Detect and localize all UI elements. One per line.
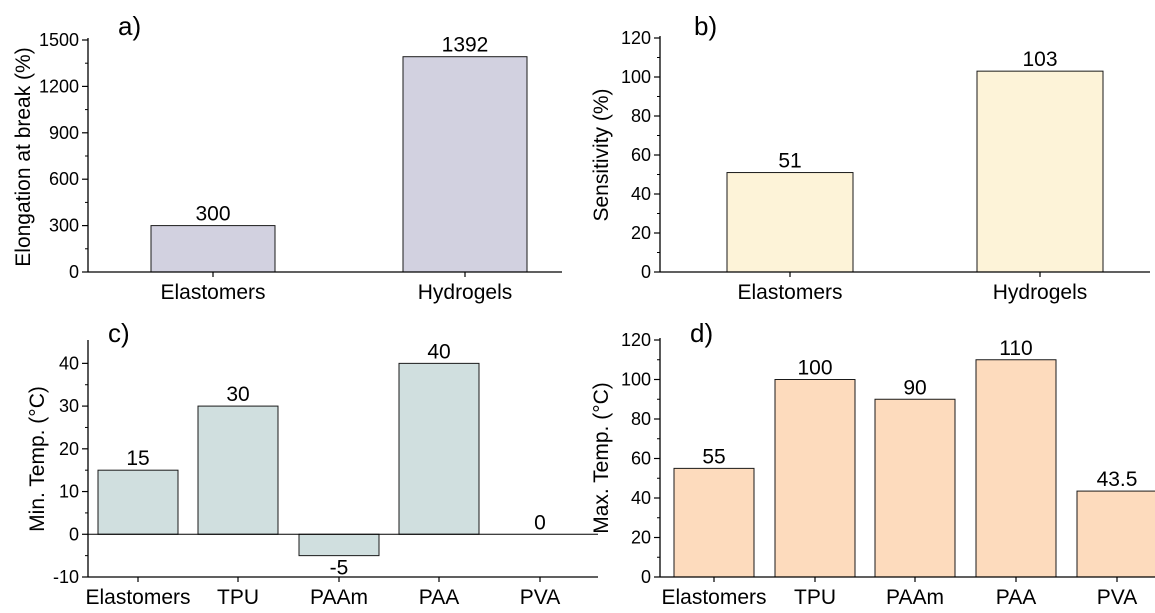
x-tick-label-paam: PAAm xyxy=(310,586,368,609)
data-label-hydrogels: 1392 xyxy=(442,34,489,57)
y-tick-label: 0 xyxy=(641,567,651,587)
bar-elastomers xyxy=(726,172,854,273)
y-tick-label: 1200 xyxy=(39,76,79,96)
bar-paa xyxy=(398,362,480,535)
y-tick-label: 80 xyxy=(631,106,651,126)
bar-hydrogels xyxy=(402,56,528,273)
y-tick-label: 100 xyxy=(621,370,651,390)
y-tick-label: 60 xyxy=(631,145,651,165)
y-tick-label: 60 xyxy=(631,449,651,469)
data-label-paa: 40 xyxy=(427,340,450,363)
bar-elastomers xyxy=(673,467,755,578)
x-tick-label-hydrogels: Hydrogels xyxy=(418,281,513,304)
panel-label: a) xyxy=(118,11,141,41)
x-tick-label-elastomers: Elastomers xyxy=(160,281,265,304)
data-label-paa: 110 xyxy=(999,337,1032,360)
x-tick-label-paa: PAA xyxy=(996,586,1036,609)
panel-label: d) xyxy=(690,318,713,348)
data-label-hydrogels: 103 xyxy=(1022,48,1057,71)
data-label-paam: -5 xyxy=(330,557,349,580)
chart-panel-3: 15 30 -5 40 0 -10 0 10 20 30 40 Elastomers TPU PAAm PA… xyxy=(26,318,598,609)
panel-label: c) xyxy=(108,318,130,348)
y-tick-label: 900 xyxy=(49,123,79,143)
data-label-pva: 0 xyxy=(534,511,546,534)
bar-elastomers xyxy=(97,469,179,535)
y-axis-title: Elongation at break (%) xyxy=(12,47,35,266)
x-tick-label-pva: PVA xyxy=(1097,586,1137,609)
y-tick-label: 80 xyxy=(631,409,651,429)
y-tick-label: 120 xyxy=(621,330,651,350)
data-label-elastomers: 51 xyxy=(778,150,801,173)
x-tick-label-elastomers: Elastomers xyxy=(85,586,190,609)
bar-hydrogels xyxy=(976,70,1104,273)
y-tick-label: 40 xyxy=(59,353,79,373)
data-label-paam: 90 xyxy=(903,376,926,399)
data-label-tpu: 100 xyxy=(797,357,832,380)
y-axis-title: Max. Temp. (°C) xyxy=(590,382,613,534)
y-tick-label: 20 xyxy=(59,439,79,459)
bar-paam xyxy=(874,398,956,578)
data-label-elastomers: 300 xyxy=(195,203,230,226)
x-tick-label-paa: PAA xyxy=(419,586,459,609)
y-tick-label: 120 xyxy=(621,28,651,48)
y-tick-label: 40 xyxy=(631,488,651,508)
data-label-tpu: 30 xyxy=(226,383,249,406)
bar-tpu xyxy=(197,405,279,535)
y-tick-label: 30 xyxy=(59,396,79,416)
y-tick-label: 1500 xyxy=(39,30,79,50)
y-tick-label: 600 xyxy=(49,169,79,189)
x-tick-label-paam: PAAm xyxy=(886,586,944,609)
y-tick-label: 0 xyxy=(69,524,79,544)
bar-tpu xyxy=(774,379,856,578)
x-tick-label-elastomers: Elastomers xyxy=(737,281,842,304)
x-tick-label-tpu: TPU xyxy=(217,586,259,609)
chart-panel-4: 55 100 90 110 43.5 0 20 40 60 80 100 120 Elastomers T… xyxy=(590,318,1155,609)
y-tick-label: 20 xyxy=(631,223,651,243)
panel-label: b) xyxy=(694,11,717,41)
data-label-elastomers: 55 xyxy=(702,445,725,468)
y-tick-label: 0 xyxy=(641,262,651,282)
data-label-pva: 43.5 xyxy=(1097,468,1138,491)
y-tick-label: 40 xyxy=(631,184,651,204)
y-axis-title: Sensitivity (%) xyxy=(590,88,613,221)
y-tick-label: 10 xyxy=(59,482,79,502)
chart-panel-1: 300 1392 0 300 600 900 1200 1500 Elastomers Hydro… xyxy=(12,11,562,304)
y-tick-label: 20 xyxy=(631,528,651,548)
x-tick-label-elastomers: Elastomers xyxy=(661,586,766,609)
y-axis-title: Min. Temp. (°C) xyxy=(26,386,49,532)
x-tick-label-pva: PVA xyxy=(520,586,560,609)
y-tick-label: 0 xyxy=(69,262,79,282)
bar-paam xyxy=(298,533,380,557)
y-tick-label: 100 xyxy=(621,67,651,87)
x-tick-label-hydrogels: Hydrogels xyxy=(993,281,1088,304)
y-tick-label: 300 xyxy=(49,216,79,236)
x-tick-label-tpu: TPU xyxy=(794,586,836,609)
bar-paa xyxy=(975,359,1057,578)
data-label-elastomers: 15 xyxy=(126,447,149,470)
chart-panel-2: 51 103 0 20 40 60 80 100 120 Elastomers Hydrogels S… xyxy=(590,11,1150,304)
bar-pva xyxy=(1076,490,1155,578)
bar-elastomers xyxy=(150,225,276,273)
y-tick-label: -10 xyxy=(53,567,79,587)
